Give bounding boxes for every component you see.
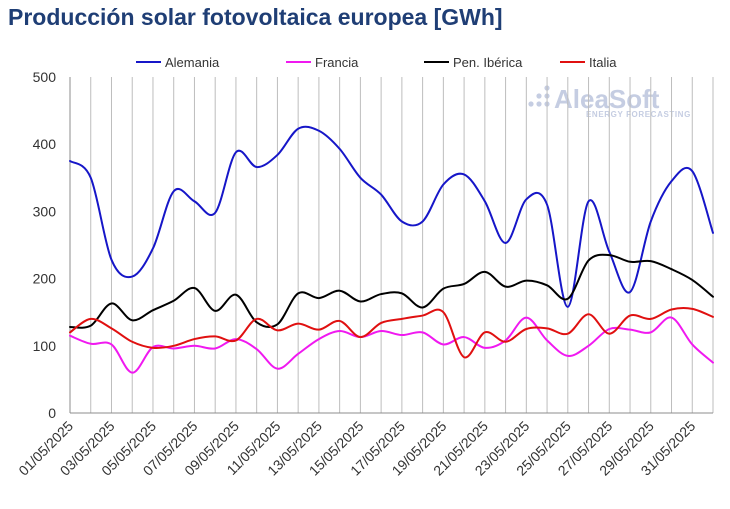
legend-item-italia: Italia [560,55,617,70]
legend-label: Alemania [165,55,220,70]
aleasoft-tagline: ENERGY FORECASTING [586,110,691,119]
y-tick-label: 100 [33,338,57,354]
y-tick-label: 500 [33,69,57,85]
aleasoft-dots-icon [528,85,550,107]
y-tick-label: 300 [33,203,57,219]
legend-item-alemania: Alemania [136,55,220,70]
chart-title: Producción solar fotovoltaica europea [G… [8,4,503,30]
y-tick-label: 0 [48,405,56,421]
legend-label: Francia [315,55,359,70]
series-line-italia [69,307,714,359]
aleasoft-logo: AleaSoft ENERGY FORECASTING [528,84,690,119]
series-line-francia [69,316,714,374]
series-line-alemania [69,125,714,308]
series-line-pen-iberica [69,253,714,329]
legend-item-francia: Francia [286,55,359,70]
y-tick-label: 200 [33,271,57,287]
legend-item-pen-iberica: Pen. Ibérica [424,55,523,70]
aleasoft-logo-text: AleaSoft [554,84,660,114]
y-tick-label: 400 [33,136,57,152]
legend-label: Pen. Ibérica [453,55,523,70]
legend-label: Italia [589,55,617,70]
